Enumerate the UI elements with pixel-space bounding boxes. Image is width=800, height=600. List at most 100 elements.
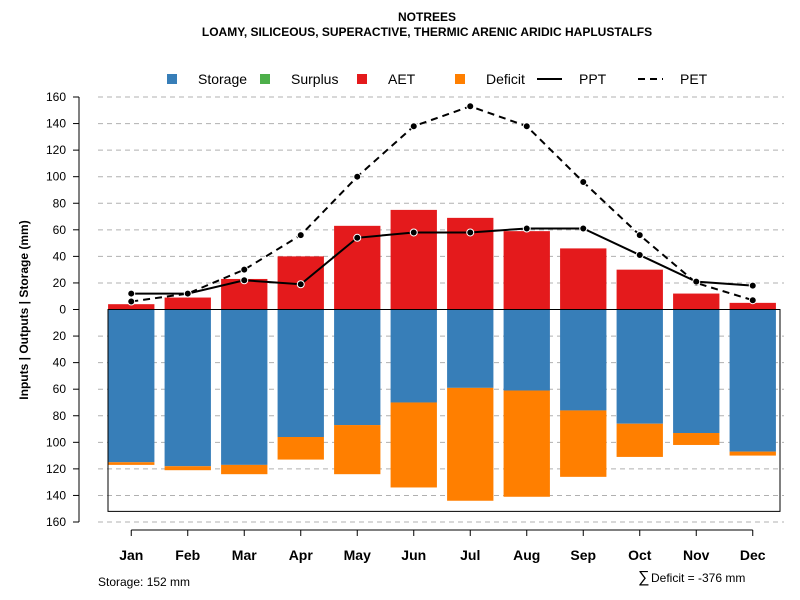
y-tick-label: 100 [46,170,66,184]
aet-bar [164,297,211,310]
storage-bar [673,309,720,434]
x-tick-label: Jun [401,547,426,563]
aet-bar [503,231,550,310]
deficit-total: Deficit = -376 mm [651,571,745,585]
legend-label-surplus: Surplus [291,71,338,87]
aet-bar [673,293,720,310]
y-tick-label: 140 [46,117,66,131]
ppt-point [579,224,588,233]
deficit-bar [503,390,550,497]
deficit-bar [616,423,663,457]
ppt-point [635,251,644,260]
y-tick-label: 60 [53,223,67,237]
y-tick-label: 140 [46,488,66,502]
x-tick-label: Mar [232,547,257,563]
ppt-point [296,280,305,289]
pet-point [127,297,136,306]
deficit-bar [560,410,607,477]
y-axis-label: Inputs | Outputs | Storage (mm) [17,220,31,399]
storage-bar [503,309,550,391]
pet-point [409,122,418,131]
storage-bar [277,309,324,437]
legend: Storage Surplus AET Deficit PPT PET [167,71,708,87]
deficit-bar [221,464,268,475]
storage-bar [447,309,494,388]
y-tick-label: 120 [46,143,66,157]
deficit-bar [390,402,437,488]
legend-label-ppt: PPT [579,71,607,87]
aet-bar [729,302,776,310]
ppt-point [353,233,362,242]
y-tick-label: 20 [53,276,67,290]
bars [108,209,776,501]
x-tick-label: Apr [289,547,314,563]
x-tick-label: Jan [119,547,143,563]
aet-bar [390,209,437,310]
pet-line [131,105,754,303]
chart-title: NOTREES [398,10,456,24]
deficit-bar [108,462,155,465]
lines [127,102,757,306]
gridlines [98,96,784,523]
y-tick-label: 80 [53,196,67,210]
storage-bar [108,309,155,463]
x-tick-label: Aug [513,547,540,563]
legend-label-deficit: Deficit [486,71,525,87]
storage-bar [221,309,268,465]
aet-bar [616,269,663,310]
legend-swatch-deficit [455,74,465,84]
legend-swatch-storage [167,74,177,84]
axes: 160 140 120 100 80 60 40 20 0 20 40 60 80 100 120 140 16… [46,90,781,563]
legend-label-storage: Storage [198,71,247,87]
storage-bar [616,309,663,424]
legend-label-pet: PET [680,71,708,87]
y-tick-label: 160 [46,90,66,104]
ppt-point [183,289,192,298]
pet-point [296,231,305,240]
legend-label-aet: AET [388,71,416,87]
pet-point [353,172,362,181]
ppt-point [522,224,531,233]
storage-bar [560,309,607,411]
x-tick-label: Oct [628,547,652,563]
ppt-point [466,228,475,237]
x-tick-label: Nov [683,547,710,563]
y-tick-label: 0 [59,303,66,317]
aet-bar [560,248,607,310]
storage-bar [164,309,211,467]
y-tick-label: 40 [53,356,67,370]
x-tick-label: Jul [460,547,480,563]
x-tick-label: Dec [740,547,766,563]
sum-symbol: ∑ [638,569,649,586]
storage-note: Storage: 152 mm [98,575,190,589]
chart-subtitle: LOAMY, SILICEOUS, SUPERACTIVE, THERMIC A… [202,25,652,39]
x-tick-label: May [344,547,371,563]
pet-point [579,178,588,186]
deficit-bar [334,425,381,475]
y-tick-label: 40 [53,249,67,263]
x-tick-label: Feb [175,547,200,563]
deficit-bar [447,387,494,501]
aet-bar [108,304,155,310]
ppt-point [127,289,136,298]
y-tick-label: 100 [46,435,66,449]
pet-point [635,231,644,240]
y-tick-label: 20 [53,329,67,343]
deficit-bar [673,433,720,445]
pet-point [240,265,249,274]
deficit-bar [277,437,324,460]
storage-bar [334,309,381,426]
legend-swatch-aet [357,74,367,84]
ppt-point [240,276,249,285]
deficit-bar [164,466,211,471]
storage-bar [390,309,437,403]
y-tick-label: 60 [53,382,67,396]
pet-point [522,122,531,131]
storage-bar [729,309,776,452]
ppt-point [748,281,757,290]
ppt-point [692,277,701,286]
y-tick-label: 120 [46,462,66,476]
y-tick-label: 80 [53,409,67,423]
x-tick-label: Sep [570,547,596,563]
